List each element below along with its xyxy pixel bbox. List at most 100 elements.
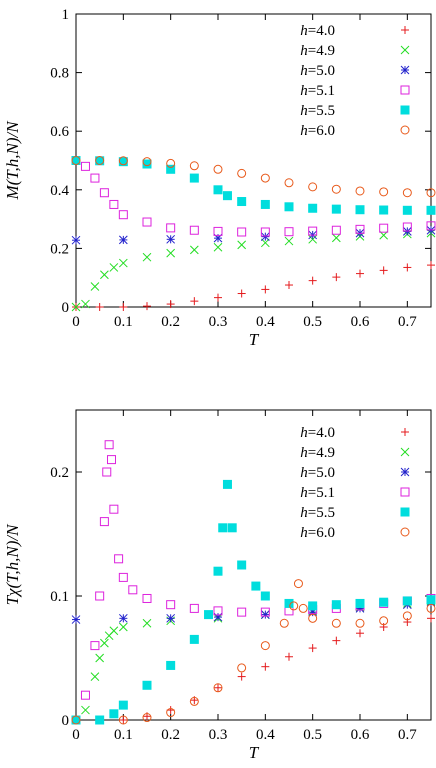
series-h=5.0 xyxy=(71,225,436,245)
x-axis-label: T xyxy=(249,330,260,349)
data-point xyxy=(279,618,289,628)
legend-marker xyxy=(400,125,410,135)
data-point xyxy=(355,186,365,196)
data-point xyxy=(118,235,128,245)
data-point xyxy=(166,660,176,670)
data-point xyxy=(166,706,175,715)
legend-label: h=6.0 xyxy=(300,525,335,541)
data-point xyxy=(379,266,388,275)
data-point xyxy=(356,269,364,278)
data-point xyxy=(142,252,152,262)
data-point xyxy=(109,504,119,514)
data-point xyxy=(80,690,90,700)
data-point xyxy=(80,161,90,171)
legend-label: h=4.0 xyxy=(300,23,335,39)
data-point xyxy=(426,188,436,198)
data-point xyxy=(142,217,152,227)
data-point xyxy=(118,210,128,220)
data-point xyxy=(289,601,299,611)
data-point xyxy=(166,158,176,168)
data-point xyxy=(426,205,436,215)
data-point xyxy=(118,572,128,582)
data-point xyxy=(402,188,412,198)
data-point xyxy=(308,226,318,236)
data-point xyxy=(218,523,228,533)
x-tick-label: 0.1 xyxy=(114,314,133,330)
data-point xyxy=(107,455,116,465)
data-point xyxy=(214,683,222,692)
data-point xyxy=(308,234,318,244)
series-h=6.0 xyxy=(71,579,436,725)
data-point xyxy=(189,634,199,644)
x-tick-label: 0.6 xyxy=(351,314,370,330)
x-tick-label: 0.7 xyxy=(398,314,417,330)
data-point xyxy=(142,159,152,169)
data-point xyxy=(189,173,199,183)
x-tick-label: 0.4 xyxy=(256,314,275,330)
y-tick-label: 1 xyxy=(62,7,70,23)
legend-marker xyxy=(401,26,409,34)
x-tick-label: 0.4 xyxy=(256,727,275,743)
data-point xyxy=(237,607,247,617)
data-point xyxy=(95,653,105,663)
data-point xyxy=(260,238,270,248)
legend-label: h=4.9 xyxy=(300,445,335,461)
susceptibility-panel: 0 0.1 0.2 0.3 0.4 0.5 0.6 0.7 0 0.1 0.2 T Tχ(T,h,N)/… xyxy=(3,409,436,762)
data-point xyxy=(332,273,341,282)
legend-label: h=5.5 xyxy=(300,103,335,119)
data-point xyxy=(166,300,175,309)
data-point xyxy=(260,199,270,209)
plot-frame xyxy=(75,13,432,308)
data-point xyxy=(285,652,293,661)
data-point xyxy=(331,204,341,214)
data-point xyxy=(71,715,81,725)
series-h=4.0 xyxy=(72,261,435,311)
data-point xyxy=(189,225,199,235)
data-point xyxy=(189,161,199,171)
x-tick-label: 0.5 xyxy=(303,314,322,330)
data-point xyxy=(237,289,246,298)
data-point xyxy=(308,613,318,623)
data-point xyxy=(118,700,128,710)
legend-label: h=5.1 xyxy=(300,485,335,501)
x-tick-label: 0.2 xyxy=(161,727,180,743)
data-point xyxy=(237,663,247,673)
y-tick-label: 0.1 xyxy=(50,589,69,605)
legend-marker xyxy=(400,85,410,95)
y-tick-label: 0.8 xyxy=(50,66,69,82)
data-point xyxy=(118,613,128,623)
data-point xyxy=(356,629,364,638)
data-point xyxy=(284,227,294,237)
data-point xyxy=(166,613,176,623)
data-point xyxy=(402,596,412,606)
data-point xyxy=(190,297,199,306)
data-point xyxy=(222,479,232,489)
data-point xyxy=(166,248,176,258)
data-point xyxy=(142,618,152,628)
data-point xyxy=(142,593,152,603)
legend-label: h=5.0 xyxy=(300,63,335,79)
y-axis-label: Tχ(T,h,N)/N xyxy=(3,523,22,606)
data-point xyxy=(402,611,412,621)
data-point xyxy=(166,234,176,244)
data-point xyxy=(331,233,341,243)
x-tick-label: 0.6 xyxy=(351,727,370,743)
data-point xyxy=(109,199,119,209)
data-point xyxy=(95,715,105,725)
data-point xyxy=(90,173,100,183)
data-point xyxy=(261,285,270,294)
data-point xyxy=(355,224,365,234)
data-point xyxy=(71,156,81,165)
data-point xyxy=(260,641,270,651)
data-point xyxy=(100,638,109,648)
data-point xyxy=(189,603,199,613)
data-point xyxy=(118,622,128,632)
legend-marker xyxy=(400,467,410,477)
legend-marker xyxy=(400,45,410,55)
x-tick-label: 0.2 xyxy=(161,314,180,330)
data-point xyxy=(426,595,436,605)
legend-marker xyxy=(400,527,410,537)
data-point xyxy=(331,600,341,610)
plot-frame xyxy=(75,409,432,721)
data-point xyxy=(142,680,152,690)
